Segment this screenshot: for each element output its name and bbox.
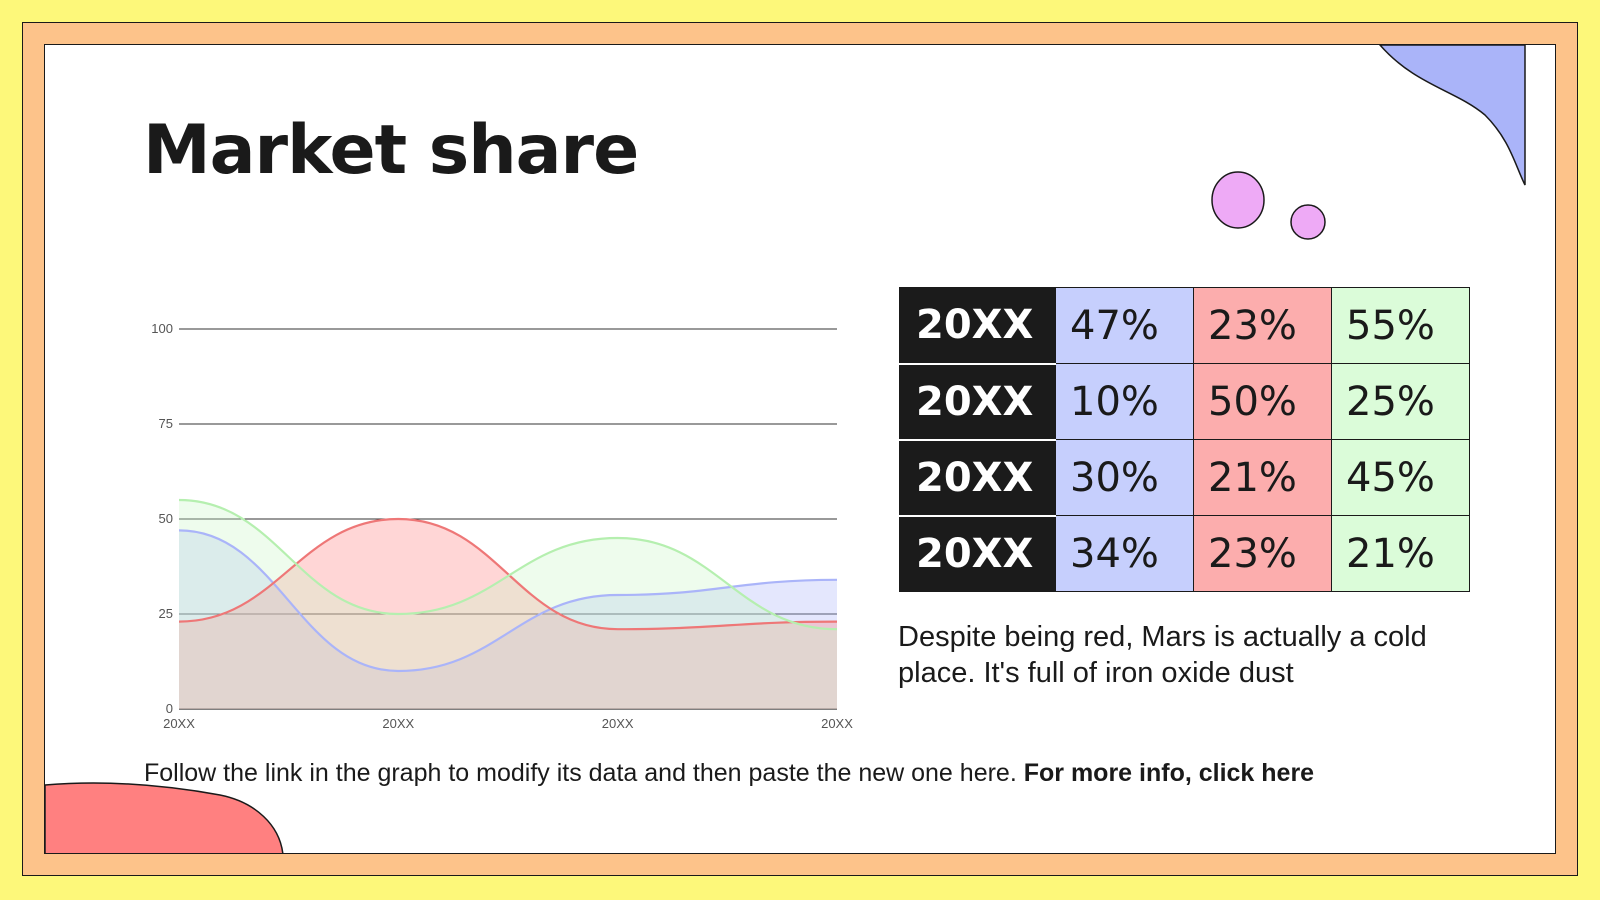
slide-canvas: Market share 0 25 50 75 100 20XX 20XX 20XX 20XX … (44, 44, 1556, 854)
chart-line-series-0 (178, 529, 838, 673)
table-row: 20XX 47% 23% 55% (899, 287, 1470, 365)
chart-xtick-label: 20XX (602, 716, 634, 731)
large-bubble-shape (1211, 171, 1265, 229)
small-bubble-shape (1290, 204, 1326, 240)
table-value-cell: 47% (1055, 287, 1194, 364)
market-share-chart: 0 25 50 75 100 20XX 20XX 20XX 20XX (151, 321, 853, 731)
chart-area-series-2 (179, 500, 837, 709)
chart-ytick-label: 50 (159, 511, 173, 526)
table-value-cell: 21% (1193, 439, 1332, 516)
table-value-cell: 25% (1331, 363, 1470, 440)
table-year-cell: 20XX (899, 439, 1056, 517)
page-title: Market share (143, 111, 639, 190)
table-row: 20XX 34% 23% 21% (899, 515, 1470, 592)
chart-xtick-label: 20XX (382, 716, 414, 731)
blue-blob-shape (1379, 45, 1526, 186)
table-value-cell: 23% (1193, 287, 1332, 364)
description-text: Despite being red, Mars is actually a co… (898, 621, 1427, 689)
red-blob-shape (45, 782, 284, 853)
chart-ytick-label: 0 (166, 701, 173, 716)
chart-xtick-label: 20XX (163, 716, 195, 731)
table-value-cell: 23% (1193, 515, 1332, 592)
table-row: 20XX 30% 21% 45% (899, 439, 1470, 517)
table-value-cell: 10% (1055, 363, 1194, 440)
decorations (45, 45, 1526, 853)
chart-area-series-1 (179, 519, 837, 709)
chart-area-series-0 (179, 530, 837, 709)
chart-line-series-1 (178, 517, 838, 631)
table-value-cell: 45% (1331, 439, 1470, 516)
chart-ytick-label: 75 (159, 416, 173, 431)
table-row: 20XX 10% 50% 25% (899, 363, 1470, 441)
table-year-cell: 20XX (899, 515, 1056, 592)
chart-ytick-label: 25 (159, 606, 173, 621)
chart-ytick-label: 100 (151, 321, 173, 336)
table-value-cell: 34% (1055, 515, 1194, 592)
table-value-cell: 55% (1331, 287, 1470, 364)
chart-xtick-label: 20XX (821, 716, 853, 731)
table-value-cell: 50% (1193, 363, 1332, 440)
table-value-cell: 30% (1055, 439, 1194, 516)
footer-text: Follow the link in the graph to modify i… (144, 759, 1017, 787)
table-value-cell: 21% (1331, 515, 1470, 592)
table-year-cell: 20XX (899, 287, 1056, 365)
market-share-table: 20XX 47% 23% 55% 20XX 10% 50% 25% 20XX 3… (899, 287, 1470, 592)
chart-line-series-2 (178, 498, 838, 631)
table-year-cell: 20XX (899, 363, 1056, 441)
footer-note: Follow the link in the graph to modify i… (144, 759, 1314, 788)
more-info-link[interactable]: For more info, click here (1023, 759, 1315, 787)
